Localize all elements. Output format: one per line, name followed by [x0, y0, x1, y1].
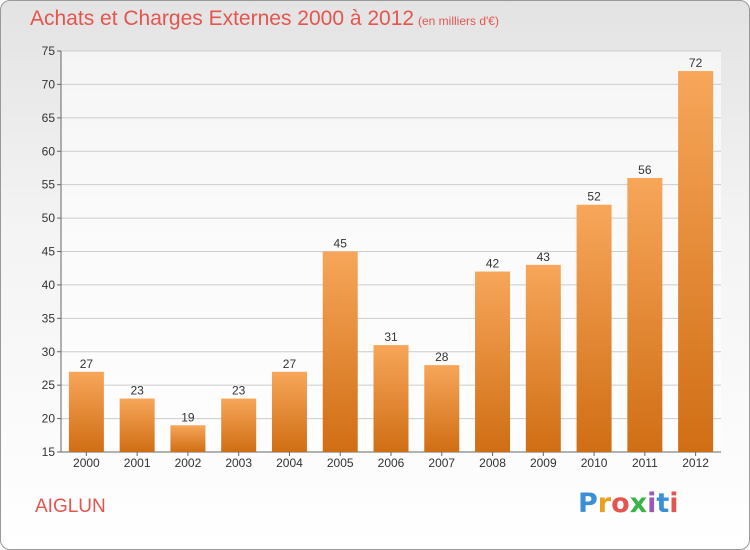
bar	[424, 365, 460, 452]
y-tick-label: 25	[42, 378, 56, 392]
y-tick-label: 50	[42, 211, 56, 225]
logo-letter: x	[629, 488, 648, 519]
data-label: 19	[181, 410, 195, 424]
y-tick-label: 30	[42, 345, 56, 359]
x-tick-label: 2008	[479, 456, 506, 470]
bar	[68, 371, 104, 452]
data-label: 27	[283, 357, 297, 371]
y-tick-label: 70	[42, 77, 56, 91]
bar	[475, 271, 511, 452]
bar	[322, 251, 358, 452]
y-tick-label: 60	[42, 144, 56, 158]
x-tick-label: 2002	[175, 456, 202, 470]
bar	[271, 371, 307, 452]
data-label: 23	[130, 384, 144, 398]
x-tick-label: 2004	[276, 456, 303, 470]
x-tick-label: 2011	[632, 456, 658, 470]
x-tick-label: 2003	[225, 456, 252, 470]
logo-letter: P	[578, 488, 598, 519]
bar	[119, 398, 155, 452]
data-label: 52	[587, 190, 601, 204]
x-tick-label: 2000	[73, 456, 100, 470]
y-tick-label: 35	[42, 311, 56, 325]
data-label: 27	[80, 357, 94, 371]
y-tick-label: 15	[42, 445, 56, 459]
x-tick-label: 2006	[378, 456, 405, 470]
y-tick-label: 65	[42, 111, 56, 125]
logo-letter: t	[656, 488, 670, 519]
x-tick-label: 2010	[581, 456, 608, 470]
data-label: 28	[435, 350, 449, 364]
logo-letter: o	[611, 488, 630, 519]
data-label: 45	[334, 237, 348, 251]
y-tick-label: 75	[42, 44, 56, 58]
y-tick-label: 45	[42, 245, 56, 259]
data-label: 42	[486, 257, 500, 271]
x-tick-label: 2009	[530, 456, 557, 470]
chart-subtitle: (en milliers d'€)	[418, 14, 499, 28]
bars	[68, 71, 714, 453]
chart-title: Achats et Charges Externes 2000 à 2012	[30, 7, 415, 30]
x-tick-label: 2012	[682, 456, 709, 470]
bar	[221, 398, 257, 452]
data-label: 72	[689, 56, 703, 70]
bar	[525, 264, 561, 452]
logo-letter: i	[669, 488, 679, 519]
y-tick-label: 40	[42, 278, 56, 292]
x-tick-label: 2005	[327, 456, 354, 470]
x-tick-label: 2001	[124, 456, 151, 470]
data-label: 56	[638, 163, 652, 177]
bar	[170, 425, 206, 452]
logo-letter: i	[647, 488, 657, 519]
y-tick-label: 20	[42, 412, 56, 426]
data-label: 43	[537, 250, 551, 264]
data-label: 31	[384, 330, 398, 344]
labels: 15 20 25 30 35 40 45 50 55 60 65 70 75 27 2000 23 2001 19…	[42, 44, 710, 470]
place-name: AIGLUN	[35, 496, 106, 517]
y-tick-label: 55	[42, 178, 56, 192]
x-tick-label: 2007	[428, 456, 455, 470]
bar	[576, 204, 612, 452]
data-label: 23	[232, 384, 246, 398]
bar	[678, 71, 714, 453]
proxiti-logo[interactable]: Proxiti	[578, 488, 679, 519]
logo-letter: r	[597, 488, 612, 519]
bar	[373, 345, 409, 452]
bar	[627, 177, 663, 452]
